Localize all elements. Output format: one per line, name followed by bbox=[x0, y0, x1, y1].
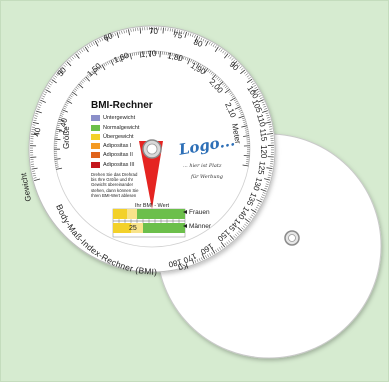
legend-label: Untergewicht bbox=[103, 115, 135, 121]
weight-scale-title: Gewicht bbox=[19, 171, 33, 202]
bmi-band-window: 25 bbox=[113, 209, 185, 237]
height-tick-label: 1,70 bbox=[141, 49, 158, 59]
advertising-logo: Logo... ... hier ist Platz für Werbung bbox=[179, 141, 239, 180]
legend-item: Übergewicht bbox=[91, 133, 159, 142]
legend-swatch bbox=[91, 134, 100, 140]
bmi-band-value: 25 bbox=[129, 225, 137, 232]
logo-line-1: ... hier ist Platz bbox=[183, 163, 239, 169]
legend-item: Normalgewicht bbox=[91, 123, 159, 132]
weight-tick-label: 125 bbox=[256, 161, 267, 176]
weight-tick-label: 120 bbox=[259, 145, 268, 159]
legend-item: Adipositas II bbox=[91, 151, 159, 160]
weight-tick-label: 70 bbox=[149, 27, 158, 36]
bmi-legend: Untergewicht Normalgewicht Übergewicht A… bbox=[91, 114, 159, 170]
legend-swatch bbox=[91, 143, 100, 149]
pointer-label: Ihr BMI - Wert bbox=[135, 203, 170, 209]
scale-tick bbox=[163, 28, 164, 34]
instructions-text: Drehen Sie das Drehrad bis Ihre Größe un… bbox=[91, 172, 143, 198]
legend-swatch bbox=[91, 152, 100, 158]
bmi-title: BMI-Rechner bbox=[91, 100, 153, 111]
height-scale-title: Größe bbox=[62, 126, 71, 149]
legend-label: Adipositas I bbox=[103, 143, 131, 149]
legend-item: Adipositas III bbox=[91, 160, 159, 169]
legend-swatch bbox=[91, 162, 100, 168]
women-band-label: Frauen bbox=[189, 209, 210, 216]
legend-item: Untergewicht bbox=[91, 114, 159, 123]
scale-tick bbox=[160, 51, 161, 57]
logo-line-2: für Werbung bbox=[191, 174, 239, 180]
legend-label: Normalgewicht bbox=[103, 125, 139, 131]
legend-label: Übergewicht bbox=[103, 134, 134, 140]
legend-swatch bbox=[91, 115, 100, 121]
weight-tick-label: 115 bbox=[258, 128, 269, 142]
men-band-label: Männer bbox=[189, 223, 212, 230]
legend-swatch bbox=[91, 125, 100, 131]
legend-item: Adipositas I bbox=[91, 142, 159, 151]
legend-label: Adipositas II bbox=[103, 152, 133, 158]
legend-label: Adipositas III bbox=[103, 162, 135, 168]
